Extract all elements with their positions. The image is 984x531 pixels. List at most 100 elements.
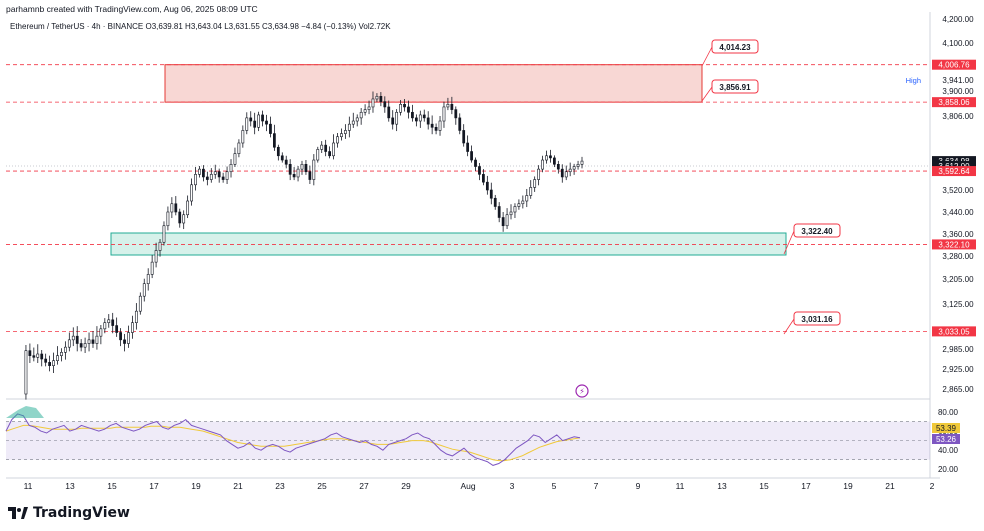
candle-body: [526, 196, 528, 202]
price-axis-label: 3,440.00: [942, 208, 974, 217]
time-axis-label: 15: [107, 481, 117, 491]
supply-zone: [165, 65, 702, 102]
rsi-value-label: 53.39: [936, 424, 957, 433]
candle-body: [376, 96, 378, 99]
candle-body: [541, 160, 543, 169]
candle-body: [273, 134, 275, 148]
candle-body: [254, 121, 256, 127]
candle-body: [293, 174, 295, 177]
candle-body: [96, 336, 98, 343]
candle-body: [258, 115, 260, 127]
candle-body: [557, 164, 559, 169]
candle-body: [502, 218, 504, 226]
candle-body: [545, 156, 547, 160]
price-axis-label: 4,100.00: [942, 39, 974, 48]
candle-body: [427, 118, 429, 124]
candle-body: [33, 356, 35, 358]
candle-body: [518, 204, 520, 207]
time-axis-label: 5: [552, 481, 557, 491]
candle-body: [451, 104, 453, 109]
candle-body: [277, 147, 279, 156]
candle-body: [234, 154, 236, 165]
candle-body: [84, 344, 86, 348]
candle-body: [281, 156, 283, 160]
rsi-overbought-fill: [6, 406, 44, 418]
candle-body: [183, 215, 185, 223]
candle-body: [403, 104, 405, 107]
candle-body: [415, 118, 417, 121]
candle-body: [332, 143, 334, 156]
candle-body: [210, 174, 212, 179]
candle-body: [92, 340, 94, 344]
candle-body: [340, 134, 342, 137]
candle-body: [179, 212, 181, 223]
candle-body: [478, 167, 480, 175]
candle-body: [396, 112, 398, 124]
candle-body: [321, 145, 323, 149]
candle-body: [246, 118, 248, 131]
candle-body: [139, 296, 141, 311]
candle-body: [482, 174, 484, 182]
candle-body: [447, 104, 449, 107]
candle-body: [534, 180, 536, 188]
candle-body: [104, 323, 106, 329]
candle-body: [360, 112, 362, 118]
candle-body: [423, 115, 425, 118]
candle-body: [443, 107, 445, 121]
time-axis-label: 17: [149, 481, 159, 491]
candle-body: [41, 354, 43, 359]
candle-body: [289, 164, 291, 174]
candle-body: [573, 167, 575, 170]
candle-body: [435, 127, 437, 130]
time-axis-label: 17: [801, 481, 811, 491]
tradingview-logo-icon: [8, 505, 28, 521]
candle-body: [474, 160, 476, 166]
candle-body: [147, 274, 149, 283]
time-axis-label: 2: [930, 481, 935, 491]
candle-body: [553, 158, 555, 164]
candle-body: [506, 215, 508, 226]
candle-body: [463, 130, 465, 143]
candle-body: [411, 112, 413, 118]
price-tag-label: 4,006.76: [938, 61, 970, 70]
candle-body: [37, 354, 39, 357]
price-axis-label: 2,925.00: [942, 365, 974, 374]
high-label: High: [906, 76, 921, 85]
time-axis-label: 9: [636, 481, 641, 491]
candle-body: [388, 107, 390, 118]
candle-body: [131, 323, 133, 333]
candle-body: [171, 204, 173, 212]
price-axis-label: 2,985.00: [942, 345, 974, 354]
callout-connector: [702, 87, 712, 101]
candle-body: [198, 169, 200, 174]
candle-body: [530, 187, 532, 195]
lightning-icon: ⚡: [579, 387, 585, 396]
candle-body: [301, 164, 303, 169]
candle-body: [356, 118, 358, 121]
candle-body: [400, 104, 402, 112]
candle-body: [336, 137, 338, 143]
callout-label: 3,856.91: [719, 83, 751, 92]
candle-body: [380, 96, 382, 101]
candle-body: [549, 156, 551, 158]
candle-body: [29, 351, 31, 356]
candle-body: [565, 172, 567, 177]
candle-body: [143, 284, 145, 297]
candle-body: [72, 336, 74, 340]
candle-body: [470, 152, 472, 161]
candle-body: [317, 149, 319, 160]
candle-body: [127, 333, 129, 344]
candle-body: [569, 169, 571, 172]
candle-body: [190, 185, 192, 201]
candle-body: [88, 340, 90, 344]
candle-body: [494, 198, 496, 206]
candle-body: [49, 362, 51, 365]
price-axis-label: 3,941.00: [942, 76, 974, 85]
candle-body: [459, 118, 461, 131]
candle-body: [56, 356, 58, 361]
candle-body: [108, 320, 110, 323]
candle-body: [561, 169, 563, 177]
time-axis-label: 13: [65, 481, 75, 491]
rsi-axis-label: 20.00: [938, 465, 959, 474]
